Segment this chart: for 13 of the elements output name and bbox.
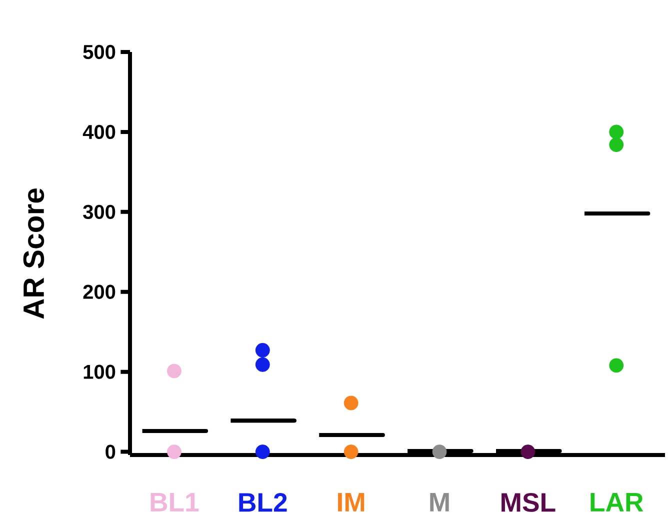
x-tick-label: BL1 — [150, 493, 199, 512]
x-tick-label: BL2 — [239, 493, 287, 512]
y-tick-label: 300 — [83, 204, 116, 220]
y-tick-label: 200 — [83, 284, 116, 299]
y-axis-title: AR Score — [23, 188, 44, 319]
x-tick-label: IM — [338, 493, 364, 512]
y-tick-label: 500 — [83, 44, 116, 60]
x-tick-label: M — [430, 493, 449, 512]
y-tick-label: 0 — [106, 444, 116, 459]
y-tick-label: 400 — [82, 124, 116, 140]
x-tick-label: MSL — [502, 493, 556, 512]
y-tick-label: 100 — [84, 364, 116, 379]
x-tick-label: LAR — [590, 493, 644, 512]
